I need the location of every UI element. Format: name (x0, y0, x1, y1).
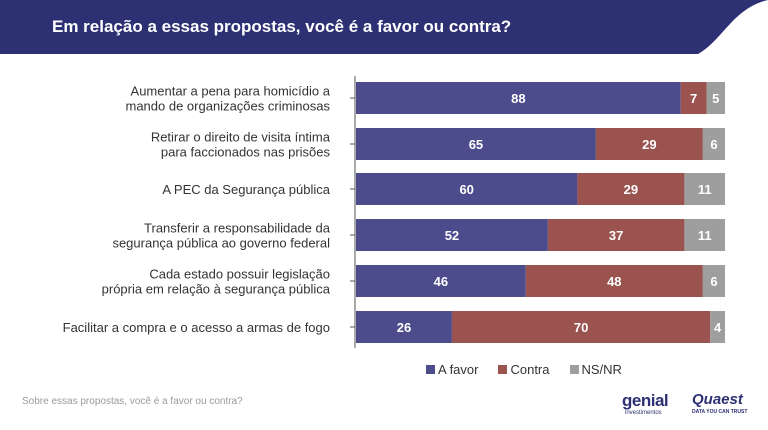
bar-segment-contra (547, 219, 685, 251)
genial-logo-name: genial (622, 391, 669, 410)
category-label: mando de organizações criminosas (126, 99, 331, 114)
category-label: própria em relação à segurança pública (102, 282, 331, 297)
data-label: 4 (714, 320, 722, 335)
header-bar: Em relação a essas propostas, você é a f… (0, 0, 768, 54)
bar-segment-contra (451, 311, 711, 343)
data-label: 6 (710, 137, 717, 152)
legend-item-contra: Contra (498, 361, 550, 377)
data-label: 37 (609, 228, 623, 243)
bar-segment-contra (577, 173, 685, 205)
legend-label-a-favor: A favor (438, 361, 479, 377)
bar-segment-a-favor (356, 265, 526, 297)
data-label: 70 (574, 320, 588, 335)
data-label: 6 (710, 274, 717, 289)
legend-item-nsnr: NS/NR (569, 361, 622, 377)
category-label: segurança pública ao governo federal (112, 236, 330, 251)
bar-segment-a-favor (356, 311, 452, 343)
category-label: Aumentar a pena para homicídio a (131, 84, 331, 99)
bar-segment-nsnr (702, 265, 725, 297)
category-label: A PEC da Segurança pública (162, 182, 330, 197)
category-label: Cada estado possuir legislação (149, 267, 330, 282)
legend-label-contra: Contra (510, 361, 550, 377)
page-title: Em relação a essas propostas, você é a f… (52, 17, 512, 36)
bar-segment-nsnr (706, 82, 725, 114)
data-label: 5 (712, 91, 719, 106)
data-label: 7 (690, 91, 697, 106)
legend-swatch-nsnr (569, 364, 579, 374)
data-label: 29 (624, 182, 638, 197)
quaest-logo: Quaest DATA YOU CAN TRUST (692, 392, 760, 418)
bar-segment-nsnr (710, 311, 725, 343)
bar-segment-a-favor (356, 219, 548, 251)
bar-segment-nsnr (684, 219, 725, 251)
data-label: 46 (434, 274, 448, 289)
data-label: 48 (607, 274, 621, 289)
quaest-logo-name: Quaest (692, 391, 743, 408)
data-label: 60 (459, 182, 473, 197)
bar-segment-nsnr (702, 128, 725, 160)
data-label: 29 (642, 137, 656, 152)
data-label: 88 (511, 91, 525, 106)
legend-swatch-contra (498, 364, 508, 374)
category-label: Facilitar a compra e o acesso a armas de… (63, 320, 330, 335)
bar-segment-a-favor (356, 128, 596, 160)
data-label: 11 (698, 228, 712, 243)
bar-segment-a-favor (356, 82, 681, 114)
genial-logo: genial investimentos (622, 392, 690, 418)
bar-segment-contra (680, 82, 707, 114)
bar-segment-contra (525, 265, 703, 297)
legend-item-a-favor: A favor (426, 362, 478, 377)
category-label: Retirar o direito de visita íntima (151, 130, 331, 145)
genial-logo-sub: investimentos (625, 410, 662, 416)
legend-label-nsnr: NS/NR (581, 361, 622, 377)
category-label: para faccionados nas prisões (161, 145, 331, 160)
header-swoosh-decoration (698, 0, 768, 54)
legend-swatch-a-favor (426, 364, 435, 374)
data-label: 11 (698, 182, 712, 197)
bar-segment-nsnr (684, 173, 725, 205)
data-label: 65 (469, 137, 483, 152)
data-label: 26 (397, 320, 411, 335)
chart-legend: A favor Contra NS/NR (426, 361, 642, 377)
bar-segment-a-favor (356, 173, 578, 205)
bar-segment-contra (595, 128, 703, 160)
data-label: 52 (445, 228, 459, 243)
category-label: Transferir a responsabilidade da (144, 221, 331, 236)
footnote: Sobre essas propostas, você é a favor ou… (22, 396, 243, 407)
quaest-logo-sub: DATA YOU CAN TRUST (692, 409, 748, 415)
